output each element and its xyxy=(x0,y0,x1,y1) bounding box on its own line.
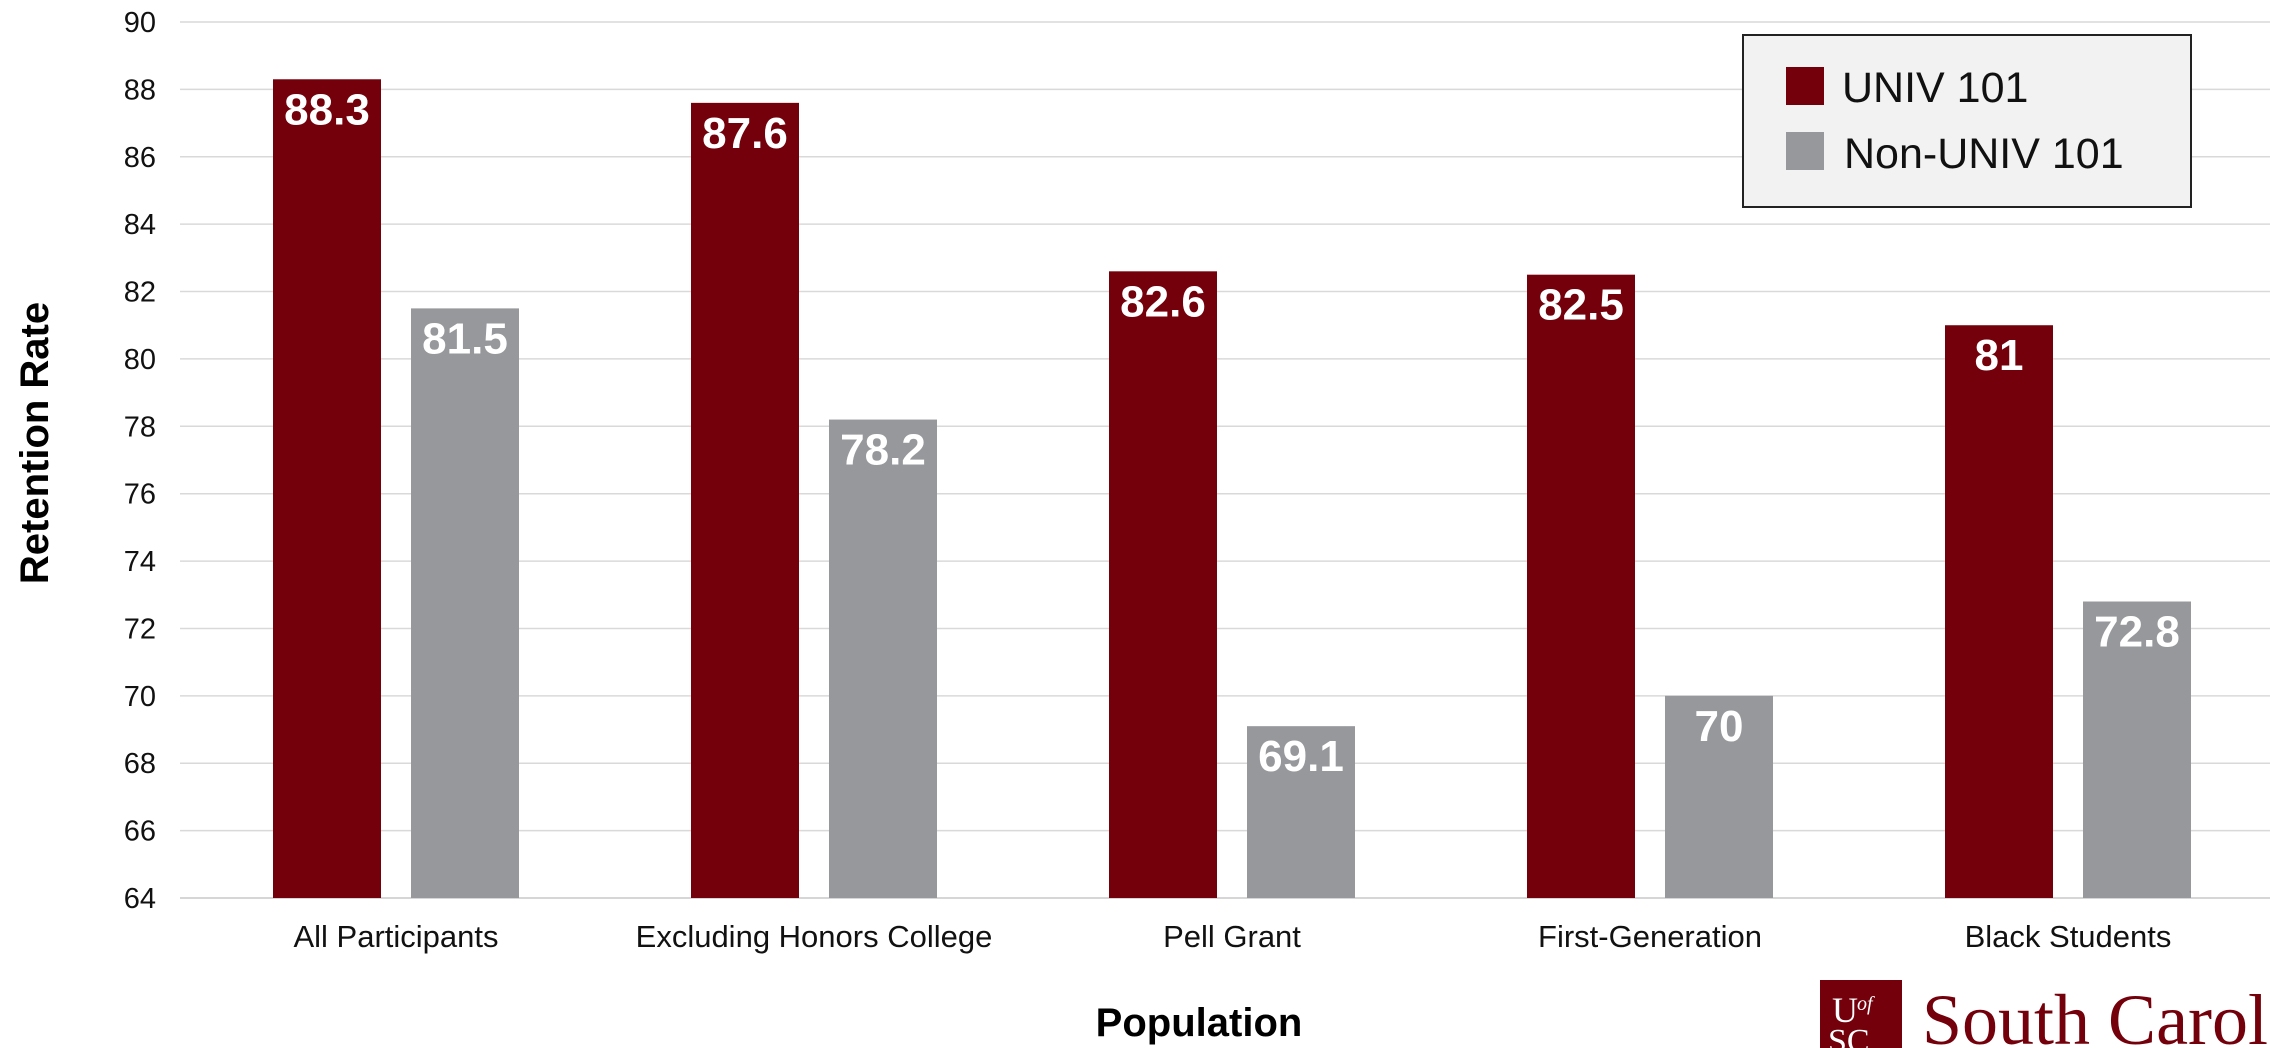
logo-mark-of: of xyxy=(1857,993,1875,1015)
data-label-univ-101-all-participants: 88.3 xyxy=(284,85,370,134)
bar-univ-101-excluding-honors-college xyxy=(691,102,799,898)
bar-univ-101-first-generation xyxy=(1527,274,1635,898)
usc-logo: U of SC South Carol xyxy=(1820,980,2268,1048)
data-label-non-univ-101-all-participants: 81.5 xyxy=(422,314,508,363)
data-label-univ-101-first-generation: 82.5 xyxy=(1538,281,1624,330)
data-label-univ-101-black-students: 81 xyxy=(1975,331,2024,380)
y-axis-ticks: 64 66 68 70 72 74 76 78 80 82 84 86 88 90 xyxy=(124,7,156,915)
logo-mark-u: U xyxy=(1832,990,1858,1030)
category-label-black-students: Black Students xyxy=(1965,919,2172,954)
y-tick-label: 90 xyxy=(124,7,156,39)
category-label-pell-grant: Pell Grant xyxy=(1163,919,1301,954)
legend-box xyxy=(1742,34,2192,208)
bars xyxy=(273,79,2191,899)
y-tick-label: 64 xyxy=(124,883,156,915)
logo-mark-sc: SC xyxy=(1828,1023,1870,1048)
y-tick-label: 74 xyxy=(124,546,156,578)
logo-wordmark: South Carol xyxy=(1922,980,2268,1048)
bar-non-univ-101-excluding-honors-college xyxy=(829,419,937,898)
data-label-non-univ-101-first-generation: 70 xyxy=(1695,702,1744,751)
legend-label-univ101: UNIV 101 xyxy=(1842,64,2028,112)
y-tick-label: 72 xyxy=(124,613,156,645)
category-label-all-participants: All Participants xyxy=(293,919,498,954)
bar-non-univ-101-black-students xyxy=(2083,601,2191,898)
x-axis-title: Population xyxy=(1096,1001,1303,1045)
bar-univ-101-all-participants xyxy=(273,79,381,899)
bar-non-univ-101-all-participants xyxy=(411,308,519,898)
bar-non-univ-101-pell-grant xyxy=(1247,726,1355,898)
logo-mark xyxy=(1820,980,1902,1048)
y-tick-label: 68 xyxy=(124,748,156,780)
x-axis-categories: All Participants Excluding Honors College… xyxy=(293,919,2171,954)
data-label-non-univ-101-black-students: 72.8 xyxy=(2094,608,2180,657)
y-tick-label: 70 xyxy=(124,681,156,713)
bar-univ-101-pell-grant xyxy=(1109,271,1217,898)
data-label-univ-101-pell-grant: 82.6 xyxy=(1120,277,1206,326)
data-labels: 88.3 81.5 87.6 78.2 82.6 69.1 82.5 70 81 72.8 xyxy=(284,85,2180,781)
category-label-first-generation: First-Generation xyxy=(1538,919,1762,954)
data-label-univ-101-excluding-honors-college: 87.6 xyxy=(702,109,788,158)
legend-swatch-non-univ101 xyxy=(1786,132,1824,170)
data-label-non-univ-101-excluding-honors-college: 78.2 xyxy=(840,426,926,475)
y-tick-label: 86 xyxy=(124,142,156,174)
legend: UNIV 101 Non-UNIV 101 xyxy=(1742,34,2192,208)
legend-label-non-univ101: Non-UNIV 101 xyxy=(1844,130,2124,178)
bar-non-univ-101-first-generation xyxy=(1665,695,1773,898)
y-tick-label: 78 xyxy=(124,411,156,443)
legend-swatch-univ101 xyxy=(1786,67,1824,105)
y-tick-label: 80 xyxy=(124,344,156,376)
y-tick-label: 88 xyxy=(124,74,156,106)
y-axis-title: Retention Rate xyxy=(13,302,57,584)
category-label-excluding-honors-college: Excluding Honors College xyxy=(636,919,993,954)
y-tick-label: 76 xyxy=(124,479,156,511)
y-tick-label: 82 xyxy=(124,277,156,309)
y-tick-label: 66 xyxy=(124,816,156,848)
bar-univ-101-black-students xyxy=(1945,325,2053,898)
y-tick-label: 84 xyxy=(124,209,156,241)
data-label-non-univ-101-pell-grant: 69.1 xyxy=(1258,732,1344,781)
